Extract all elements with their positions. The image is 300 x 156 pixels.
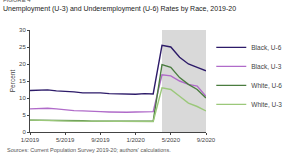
svg-text:Sources: Current Population Su: Sources: Current Population Survey 2019-… bbox=[7, 147, 171, 153]
svg-text:9/2019: 9/2019 bbox=[91, 137, 110, 143]
svg-text:Percent: Percent bbox=[9, 70, 16, 93]
svg-text:0: 0 bbox=[22, 129, 26, 135]
svg-text:5/2019: 5/2019 bbox=[56, 137, 75, 143]
svg-text:20: 20 bbox=[19, 61, 26, 67]
svg-text:1/2020: 1/2020 bbox=[126, 137, 145, 143]
svg-text:15: 15 bbox=[19, 78, 26, 84]
svg-text:5/2020: 5/2020 bbox=[162, 137, 181, 143]
svg-text:10: 10 bbox=[19, 95, 26, 101]
svg-text:FIGURE 4Unemployment (U-3) and: FIGURE 4Unemployment (U-3) and Underempl… bbox=[3, 0, 236, 13]
svg-text:Black, U-6: Black, U-6 bbox=[251, 44, 281, 51]
svg-text:25: 25 bbox=[19, 44, 26, 50]
svg-text:9/2020: 9/2020 bbox=[197, 137, 216, 143]
svg-text:30: 30 bbox=[19, 27, 26, 33]
svg-text:1/2019: 1/2019 bbox=[21, 137, 40, 143]
svg-text:White, U-6: White, U-6 bbox=[251, 82, 282, 89]
svg-text:Black, U-3: Black, U-3 bbox=[251, 63, 281, 70]
svg-text:White, U-3: White, U-3 bbox=[251, 101, 282, 108]
svg-text:5: 5 bbox=[22, 112, 26, 118]
